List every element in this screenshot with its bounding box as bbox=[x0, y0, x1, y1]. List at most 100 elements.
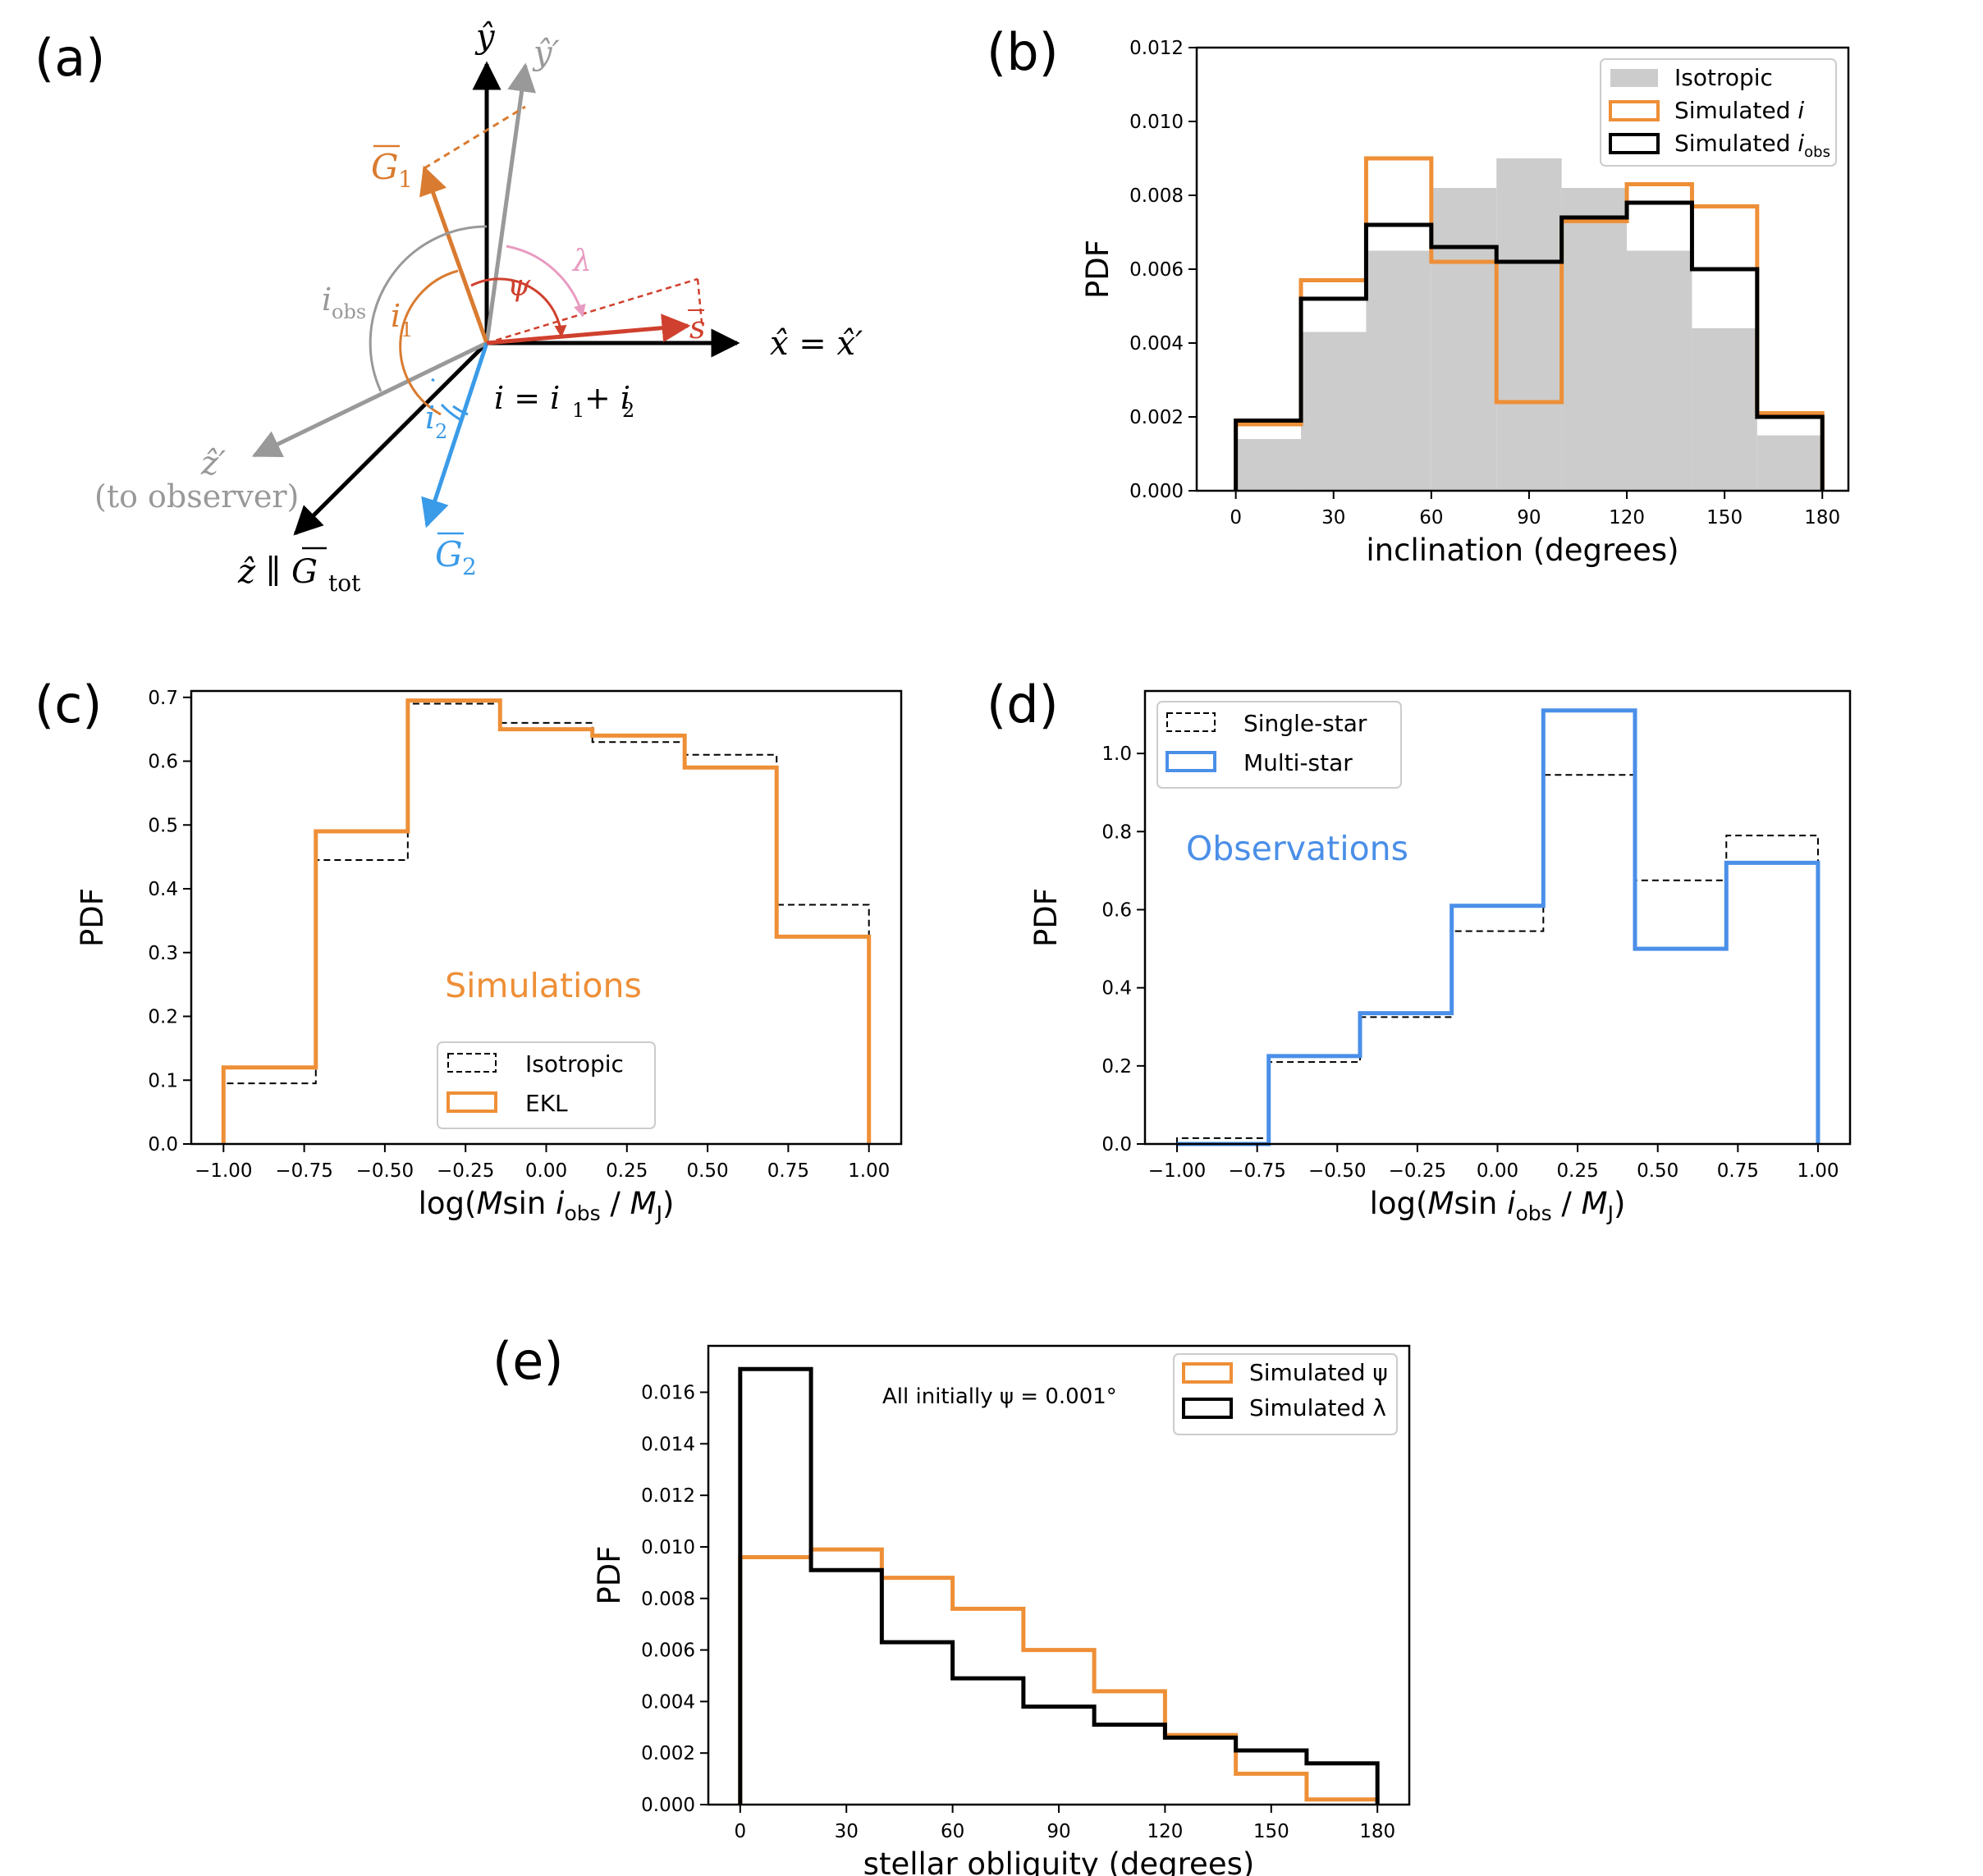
y-tick-label: 0.2 bbox=[148, 1007, 178, 1028]
series-ekl bbox=[221, 698, 872, 1144]
legend-label: Isotropic bbox=[525, 1050, 624, 1078]
G1-projection-dashed bbox=[424, 105, 526, 170]
bar bbox=[1235, 439, 1302, 491]
y-tick-label: 0.004 bbox=[1129, 333, 1184, 355]
step-line bbox=[1234, 156, 1825, 491]
x-tick-label: 0.00 bbox=[525, 1160, 567, 1182]
x-tick-label: 90 bbox=[1517, 507, 1541, 528]
x-axis-label: log(Msin iobs / MJ) bbox=[419, 1186, 675, 1225]
panel-a: (a) ŷ ŷ′ x̂ = x̂′ ẑ′ (to observer) ẑ ∥ G… bbox=[34, 18, 863, 597]
y-tick-label: 0.6 bbox=[148, 752, 178, 773]
series-single-star bbox=[1176, 774, 1819, 1144]
y-tick-label: 0.006 bbox=[641, 1640, 695, 1662]
x-tick-label: −0.25 bbox=[1389, 1160, 1446, 1182]
s-vector bbox=[486, 313, 691, 345]
legend-label: EKL bbox=[525, 1090, 568, 1117]
y-tick-label: 0.7 bbox=[148, 688, 178, 709]
G1-vector bbox=[419, 165, 489, 344]
i-obs-subscript: obs bbox=[332, 300, 366, 323]
y-tick-label: 0.008 bbox=[641, 1589, 695, 1610]
x-tick-label: 120 bbox=[1609, 507, 1645, 528]
x-tick-label: 180 bbox=[1804, 507, 1840, 528]
x-tick-label: 0 bbox=[1230, 507, 1242, 528]
G2-label: G bbox=[435, 534, 463, 574]
equation-plus: + i bbox=[584, 380, 630, 416]
y-tick-label: 0.4 bbox=[1101, 978, 1132, 1000]
tot-subscript: tot bbox=[328, 570, 361, 597]
y-tick-label: 0.1 bbox=[148, 1070, 178, 1091]
x-tick-label: −0.50 bbox=[356, 1160, 414, 1182]
legend-swatch bbox=[1610, 69, 1658, 87]
x-tick-label: 0.25 bbox=[606, 1160, 648, 1182]
step-line bbox=[221, 698, 872, 1144]
i-obs-arc bbox=[369, 225, 488, 392]
step-line bbox=[222, 702, 870, 1144]
y-tick-label: 0.002 bbox=[1129, 407, 1184, 428]
y-tick-label: 0.8 bbox=[1101, 821, 1132, 843]
series-isotropic bbox=[1235, 158, 1823, 491]
x-tick-label: −0.75 bbox=[275, 1160, 332, 1182]
z-prime-axis-arrow bbox=[251, 341, 488, 458]
y-tick-label: 0.0 bbox=[1101, 1134, 1132, 1155]
y-tick-label: 0.012 bbox=[641, 1485, 695, 1507]
x-tick-label: 90 bbox=[1046, 1821, 1070, 1842]
y-tick-label: 0.0 bbox=[148, 1134, 178, 1155]
bar bbox=[1627, 250, 1692, 491]
i1-label: i bbox=[391, 298, 401, 334]
x-tick-label: −0.75 bbox=[1228, 1160, 1285, 1182]
lambda-arc bbox=[506, 245, 586, 318]
y-axis-label: PDF bbox=[75, 888, 110, 947]
x-tick-label: 150 bbox=[1706, 507, 1743, 528]
legend-label: Multi-star bbox=[1243, 749, 1353, 776]
equation-sub2: 2 bbox=[622, 399, 634, 422]
series-simulated-i-obs bbox=[1234, 200, 1825, 491]
G1-label: G bbox=[371, 147, 399, 187]
series-multi-star bbox=[1177, 708, 1820, 1146]
x-axis-label: inclination (degrees) bbox=[1366, 533, 1678, 568]
bar bbox=[1756, 435, 1823, 491]
bar bbox=[1366, 250, 1431, 491]
s-drop-dashed bbox=[696, 278, 703, 323]
y-tick-label: 0.014 bbox=[641, 1434, 695, 1455]
legend-box bbox=[1156, 701, 1402, 789]
y-tick-label: 0.004 bbox=[641, 1691, 695, 1713]
x-tick-label: 60 bbox=[941, 1821, 964, 1842]
x-tick-label: 1.00 bbox=[1797, 1160, 1839, 1182]
y-axis-label: PDF bbox=[1080, 240, 1115, 299]
legend-swatch bbox=[1609, 133, 1660, 154]
G2-vector bbox=[421, 342, 489, 528]
annotation-observations: Observations bbox=[1186, 829, 1408, 868]
y-tick-label: 0.002 bbox=[641, 1743, 695, 1764]
series-simulated-i bbox=[1234, 156, 1825, 491]
x-tick-label: 0.50 bbox=[1637, 1160, 1678, 1182]
legend-swatch bbox=[1609, 100, 1660, 121]
legend-label: Simulated ψ bbox=[1249, 1359, 1388, 1386]
panel-d-label: (d) bbox=[987, 675, 1059, 734]
to-observer-label: (to observer) bbox=[94, 478, 299, 515]
step-line bbox=[738, 1366, 1380, 1805]
y-axis-label: PDF bbox=[592, 1545, 627, 1604]
i1-arc bbox=[399, 269, 459, 416]
legend-label: Simulated i bbox=[1674, 97, 1804, 124]
x-tick-label: 60 bbox=[1419, 507, 1443, 528]
i-obs-label: i bbox=[322, 281, 332, 318]
legend-swatch bbox=[1182, 1398, 1233, 1419]
s-label: s bbox=[689, 309, 706, 345]
y-tick-label: 0.000 bbox=[641, 1795, 695, 1816]
x-tick-label: 1.00 bbox=[848, 1160, 890, 1182]
legend-swatch bbox=[1166, 712, 1216, 732]
legend-box bbox=[437, 1041, 656, 1129]
y-prime-axis-arrow bbox=[484, 62, 536, 344]
legend-swatch bbox=[447, 1091, 497, 1113]
i2-subscript: 2 bbox=[435, 420, 447, 443]
y-axis-label: PDF bbox=[1028, 888, 1064, 947]
annotation-simulations: Simulations bbox=[445, 966, 642, 1005]
legend-label: Simulated λ bbox=[1249, 1394, 1386, 1421]
x-axis-label: stellar obliquity (degrees) bbox=[863, 1846, 1255, 1876]
s-3d-dashed bbox=[486, 277, 698, 345]
equation-sub1: 1 bbox=[572, 399, 584, 422]
x-tick-label: 30 bbox=[835, 1821, 859, 1842]
x-tick-label: 0.00 bbox=[1477, 1160, 1518, 1182]
